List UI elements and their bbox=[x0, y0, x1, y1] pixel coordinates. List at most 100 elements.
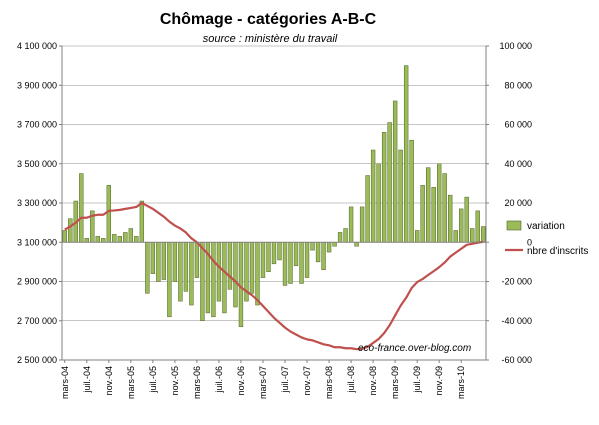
variation-bar bbox=[260, 242, 266, 278]
inscrits-line-path bbox=[64, 201, 484, 351]
variation-bar bbox=[293, 242, 299, 267]
right-tick-label: 100 000 bbox=[499, 41, 532, 51]
variation-bar bbox=[117, 236, 122, 243]
x-tick-label: nov.-06 bbox=[236, 366, 246, 395]
left-tick-label: 2 500 000 bbox=[17, 355, 57, 365]
right-tick-label: -40 000 bbox=[501, 316, 532, 326]
variation-bar bbox=[123, 232, 128, 243]
right-axis-ticks: -60 000 -40 000 -20 000 0 20 000 40 000 60 000… bbox=[486, 41, 532, 365]
x-tick-label: mars-05 bbox=[126, 366, 136, 399]
x-tick-label: mars-10 bbox=[456, 366, 466, 399]
variation-bar bbox=[470, 228, 475, 243]
variation-bar bbox=[128, 228, 134, 243]
left-tick-label: 3 300 000 bbox=[17, 198, 57, 208]
variation-bar bbox=[437, 163, 442, 243]
variation-bar bbox=[216, 242, 222, 302]
variation-bar bbox=[172, 242, 178, 282]
variation-bar bbox=[150, 242, 156, 274]
x-tick-label: nov.-09 bbox=[434, 366, 444, 395]
left-tick-label: 3 100 000 bbox=[17, 237, 57, 247]
left-tick-label: 3 500 000 bbox=[17, 159, 57, 169]
variation-bar bbox=[398, 149, 403, 243]
variation-bar bbox=[464, 196, 469, 243]
x-tick-label: mars-07 bbox=[258, 366, 268, 399]
variation-bar bbox=[442, 173, 447, 243]
legend: variation nbre d'inscrits bbox=[505, 220, 588, 257]
x-tick-label: nov.-08 bbox=[368, 366, 378, 395]
variation-bar bbox=[326, 242, 332, 253]
variation-bar bbox=[227, 242, 233, 290]
right-tick-label: 60 000 bbox=[504, 120, 532, 130]
x-tick-label: juil.-07 bbox=[280, 366, 290, 394]
variation-bars bbox=[62, 65, 486, 327]
variation-bar bbox=[167, 242, 172, 318]
variation-bar bbox=[211, 242, 216, 318]
variation-bar bbox=[62, 230, 67, 243]
legend-label-inscrits: nbre d'inscrits bbox=[527, 246, 588, 257]
variation-bar bbox=[315, 242, 321, 263]
chart-title: Chômage - catégories A-B-C bbox=[160, 11, 377, 28]
variation-bar bbox=[475, 210, 480, 243]
variation-bar bbox=[84, 238, 89, 243]
variation-bar bbox=[189, 242, 194, 306]
x-axis-ticks: mars-04 juil.-04 nov.-04 mars-05 juil.-05 nov… bbox=[60, 360, 466, 399]
variation-bar bbox=[481, 226, 486, 243]
variation-bar bbox=[414, 230, 420, 243]
variation-bar bbox=[409, 139, 414, 243]
left-tick-label: 2 700 000 bbox=[17, 316, 57, 326]
x-tick-label: mars-08 bbox=[324, 366, 334, 399]
variation-bar bbox=[282, 242, 288, 286]
x-tick-label: juil.-08 bbox=[346, 366, 356, 394]
variation-bar bbox=[431, 187, 436, 243]
variation-bar bbox=[337, 232, 343, 243]
variation-bar bbox=[348, 206, 354, 243]
variation-bar bbox=[183, 242, 189, 292]
inscrits-line bbox=[64, 201, 484, 351]
left-tick-label: 3 700 000 bbox=[17, 120, 57, 130]
variation-bar bbox=[249, 242, 255, 294]
variation-bar bbox=[95, 236, 100, 243]
variation-bar bbox=[68, 218, 73, 243]
variation-bar bbox=[459, 208, 464, 243]
variation-bar bbox=[343, 228, 348, 243]
variation-bar bbox=[299, 242, 304, 284]
variation-bar bbox=[387, 122, 392, 243]
variation-bar bbox=[266, 242, 271, 272]
variation-bar bbox=[101, 238, 106, 243]
left-tick-label: 4 100 000 bbox=[17, 41, 57, 51]
left-tick-label: 3 900 000 bbox=[17, 80, 57, 90]
right-tick-label: -60 000 bbox=[501, 355, 532, 365]
right-tick-label: 20 000 bbox=[504, 198, 532, 208]
variation-bar bbox=[106, 185, 111, 243]
variation-bar bbox=[288, 242, 293, 284]
watermark-text: eco-france.over-blog.com bbox=[358, 343, 471, 354]
x-tick-label: mars-06 bbox=[192, 366, 202, 399]
variation-bar bbox=[79, 173, 84, 243]
variation-bar bbox=[453, 230, 458, 243]
legend-swatch-variation bbox=[506, 220, 522, 231]
variation-bar bbox=[310, 242, 315, 251]
legend-label-variation: variation bbox=[527, 221, 565, 232]
variation-bar bbox=[178, 242, 183, 302]
variation-bar bbox=[156, 242, 161, 282]
left-tick-label: 2 900 000 bbox=[17, 277, 57, 287]
variation-bar bbox=[145, 242, 150, 294]
x-tick-label: juil.-06 bbox=[214, 366, 224, 394]
chart-subtitle: source : ministère du travail bbox=[203, 33, 338, 45]
variation-bar bbox=[139, 200, 145, 243]
right-tick-label: -20 000 bbox=[501, 277, 532, 287]
variation-bar bbox=[332, 242, 337, 247]
variation-bar bbox=[134, 236, 139, 243]
variation-bar bbox=[161, 242, 167, 280]
x-tick-label: juil.-05 bbox=[148, 366, 158, 394]
variation-bar bbox=[448, 194, 453, 243]
variation-bar bbox=[277, 242, 282, 261]
variation-bar bbox=[271, 242, 277, 265]
variation-bar bbox=[255, 242, 260, 306]
right-tick-label: 80 000 bbox=[504, 80, 532, 90]
variation-bar bbox=[200, 242, 205, 321]
x-tick-label: nov.-05 bbox=[170, 366, 180, 395]
variation-bar bbox=[321, 242, 326, 270]
